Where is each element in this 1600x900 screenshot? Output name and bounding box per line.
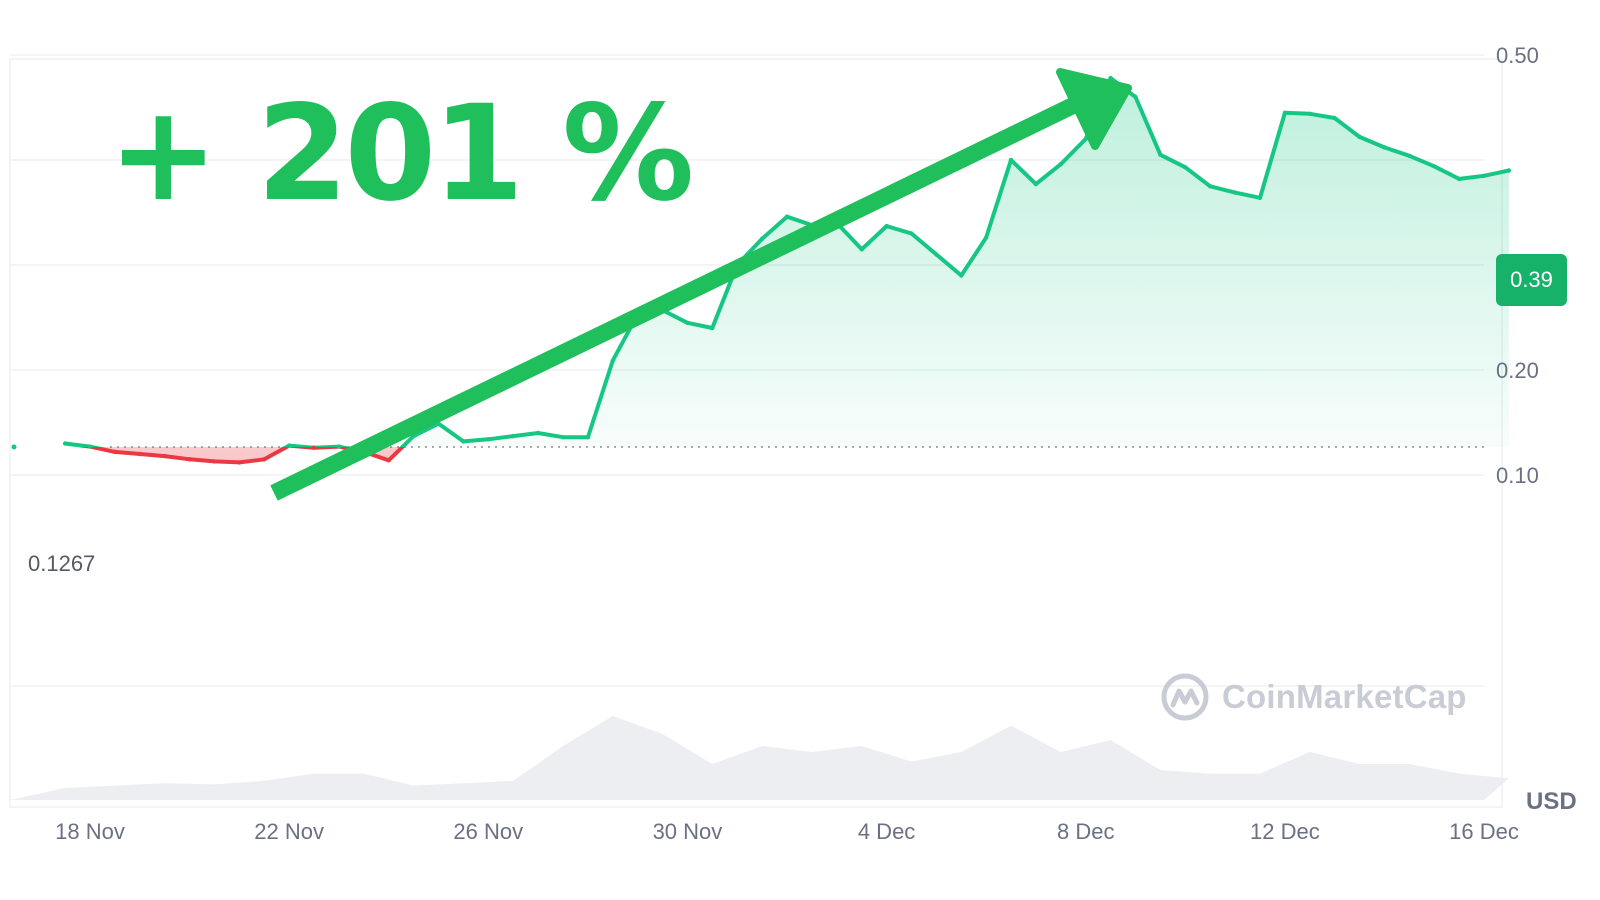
price-point — [336, 444, 342, 449]
price-point — [311, 445, 317, 450]
price-point — [585, 435, 591, 440]
price-point — [685, 320, 690, 325]
y-tick-label: 0.10 — [1496, 463, 1539, 488]
x-tick-label: 26 Nov — [453, 819, 523, 844]
price-point — [1332, 115, 1337, 121]
price-point — [759, 236, 765, 241]
x-tick-label: 22 Nov — [254, 819, 324, 844]
x-tick-label: 16 Dec — [1449, 819, 1519, 844]
price-point — [934, 252, 939, 257]
price-points — [11, 75, 1512, 465]
price-point — [1058, 162, 1064, 167]
price-point — [1307, 111, 1313, 117]
price-point — [535, 430, 541, 436]
price-point — [859, 247, 864, 252]
coinmarketcap-watermark: CoinMarketCap — [1160, 672, 1467, 722]
coinmarketcap-logo-icon — [1161, 673, 1209, 721]
price-point — [212, 459, 217, 464]
price-point — [909, 231, 914, 236]
price-point — [1357, 134, 1362, 140]
price-area-up — [65, 78, 1509, 447]
price-point — [511, 433, 516, 439]
price-point — [1008, 157, 1014, 163]
price-point — [237, 460, 242, 465]
price-point — [784, 214, 790, 219]
price-point — [710, 325, 715, 331]
x-tick-label: 4 Dec — [858, 819, 915, 844]
current-price-badge: 0.39 — [1496, 254, 1567, 306]
price-point — [187, 457, 192, 462]
price-point — [1282, 110, 1288, 116]
trend-arrow-icon — [270, 68, 1132, 501]
price-point — [1456, 176, 1462, 182]
price-point — [1183, 165, 1188, 170]
gain-headline: + 201 % — [108, 77, 694, 231]
price-point — [1506, 168, 1512, 173]
x-axis-ticks: 18 Nov 22 Nov 26 Nov 30 Nov 4 Dec 8 Dec 12 Dec… — [55, 819, 1519, 844]
currency-label: USD — [1526, 788, 1577, 815]
price-point — [1033, 181, 1039, 187]
price-point — [1382, 145, 1387, 150]
y-tick-label: 0.50 — [1496, 43, 1539, 68]
price-point — [1257, 195, 1263, 200]
price-point — [286, 443, 292, 448]
y-tick-label: 0.20 — [1496, 358, 1539, 383]
price-point — [959, 273, 964, 278]
x-tick-label: 18 Nov — [55, 819, 125, 844]
volume-area — [10, 716, 1509, 800]
price-point — [87, 444, 93, 449]
price-point — [610, 358, 615, 363]
price-point — [1158, 152, 1163, 157]
baseline-start-dot — [11, 444, 17, 450]
price-point — [262, 457, 267, 462]
price-point — [1432, 164, 1437, 169]
price-point — [112, 449, 118, 455]
price-point — [983, 235, 989, 240]
price-point — [461, 439, 466, 444]
x-tick-label: 12 Dec — [1250, 819, 1320, 844]
price-point — [1232, 190, 1238, 195]
price-line-down — [76, 446, 406, 465]
price-point — [560, 435, 566, 440]
price-point — [162, 453, 167, 459]
watermark-text: CoinMarketCap — [1222, 678, 1467, 715]
price-point — [62, 441, 68, 446]
x-tick-label: 8 Dec — [1057, 819, 1114, 844]
price-point — [137, 451, 142, 457]
price-point — [1407, 153, 1412, 158]
price-point — [386, 458, 391, 463]
price-point — [1108, 75, 1113, 81]
price-point — [1208, 184, 1213, 189]
price-point — [1481, 173, 1487, 178]
price-point — [1133, 94, 1138, 100]
price-point — [486, 437, 491, 442]
baseline-value-label: 0.1267 — [24, 551, 100, 577]
x-tick-label: 30 Nov — [653, 819, 723, 844]
price-point — [884, 223, 889, 229]
